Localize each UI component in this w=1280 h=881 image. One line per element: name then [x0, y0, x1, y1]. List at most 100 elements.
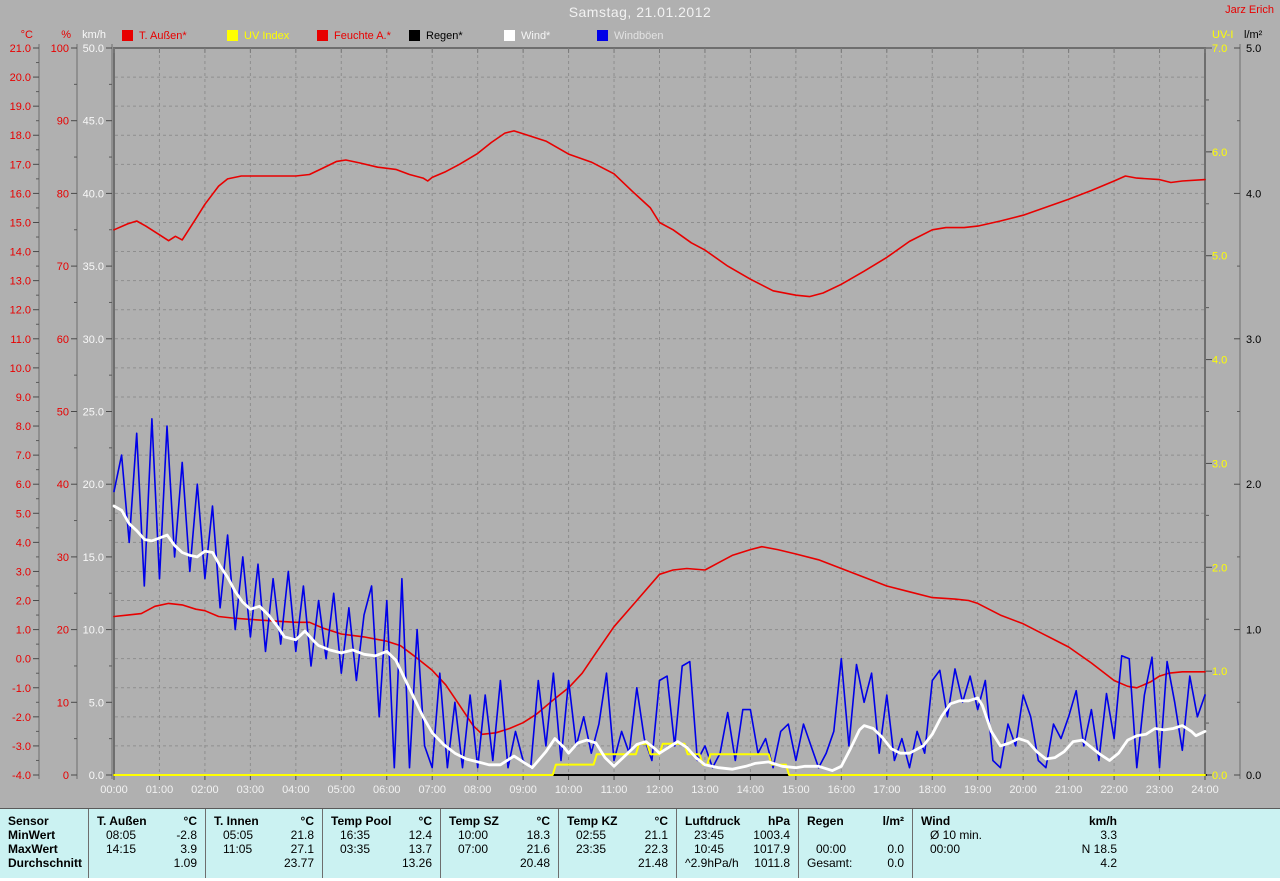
axis-label: km/h [82, 29, 106, 41]
column-unit: °C [654, 814, 668, 828]
axis-label: 24:00 [1191, 784, 1219, 796]
cell-time: 23:45 [694, 828, 725, 842]
legend-item-wind: Wind* [504, 29, 550, 42]
cell-time: 14:15 [106, 842, 137, 856]
legend-swatch-icon [227, 30, 238, 41]
axis-label: 16:00 [828, 784, 856, 796]
axis-label: 20.0 [10, 72, 31, 84]
axis-label: 20 [57, 625, 69, 637]
cell-value: 1017.9 [753, 842, 790, 856]
table-column-tinnen: T. Innen °C 05:05 21.8 11:05 27.1 23.77 [205, 809, 322, 878]
axis-label: 3.0 [1246, 334, 1261, 346]
axis-label: 19.0 [10, 101, 31, 113]
chart-legend: T. Außen* UV Index Feuchte A.* Regen* Wind* W… [0, 29, 1280, 43]
column-name: Temp KZ [567, 814, 618, 828]
cell-value: 22.3 [644, 842, 668, 856]
temperature-curve [113, 545, 1206, 736]
axis-label: 70 [57, 261, 69, 273]
axis-label: 90 [57, 116, 69, 128]
axis-label: 03:00 [237, 784, 265, 796]
cell-time: Gesamt: [807, 856, 853, 870]
legend-item-uvindex: UV Index [227, 29, 289, 42]
axis-label: 12.0 [10, 305, 31, 317]
axis-label: 23:00 [1146, 784, 1174, 796]
axis-label: 3.0 [1212, 458, 1227, 470]
axis-label: 17:00 [873, 784, 901, 796]
axis-label: 5.0 [89, 697, 104, 709]
axis-label: 05:00 [328, 784, 356, 796]
cell-time: 02:55 [576, 828, 607, 842]
cell-value: 13.7 [408, 842, 432, 856]
axis-label: 80 [57, 188, 69, 200]
weather-chart-svg: °C 21.0 20.0 19.0 18.0 17.0 16.0 15.0 14.0 13.0 12… [10, 29, 1263, 796]
page-title: Samstag, 21.01.2012 [568, 4, 712, 20]
legend-swatch-icon [504, 30, 515, 41]
cell-time: ^2.9hPa/h [685, 856, 739, 870]
axis-uv: UV-I 7.0 6.0 5.0 4.0 3.0 2.0 1.0 0.0 [1206, 29, 1233, 782]
cell-value: 13.26 [401, 856, 432, 870]
cell-time: Ø 10 min. [930, 828, 983, 842]
cell-value: 27.1 [290, 842, 314, 856]
axis-label: 1.0 [1246, 625, 1261, 637]
axis-label: 7.0 [16, 450, 31, 462]
axis-label: 20:00 [1009, 784, 1037, 796]
cell-time [799, 828, 816, 842]
cell-value: 0.0 [887, 856, 904, 870]
axis-label: 15.0 [10, 217, 31, 229]
cell-time [913, 856, 930, 870]
column-unit: hPa [767, 814, 790, 828]
row-label: Durchschnitt [8, 856, 83, 870]
cell-time: 07:00 [458, 842, 489, 856]
axis-label: 09:00 [509, 784, 537, 796]
cell-time [89, 856, 106, 870]
legend-item-windben: Windböen [597, 29, 664, 42]
axis-label: 40.0 [83, 188, 104, 200]
cell-value: 3.3 [1100, 828, 1117, 842]
axis-label: 10:00 [555, 784, 583, 796]
column-name: Wind [921, 814, 951, 828]
axis-label: -1.0 [12, 683, 31, 695]
column-unit: °C [183, 814, 197, 828]
axis-label: 7.0 [1212, 43, 1227, 55]
legend-label: UV Index [244, 29, 290, 42]
legend-label: Windböen [614, 29, 664, 42]
axis-label: 50.0 [83, 43, 104, 55]
axis-label: 0.0 [1212, 770, 1227, 782]
cell-time: 05:05 [223, 828, 254, 842]
axis-label: 6.0 [1212, 147, 1227, 159]
cell-time: 10:45 [694, 842, 725, 856]
axis-label: 5.0 [1246, 43, 1261, 55]
cell-value: 23.77 [283, 856, 314, 870]
axis-label: 0.0 [89, 770, 104, 782]
axis-label: °C [21, 29, 33, 41]
bottom-strip [0, 878, 1280, 881]
legend-label: Regen* [426, 29, 463, 42]
axis-label: 15.0 [83, 552, 104, 564]
axis-label: 40 [57, 479, 69, 491]
axis-label: 14:00 [737, 784, 765, 796]
axis-label: 45.0 [83, 116, 104, 128]
axis-label: % [61, 29, 71, 41]
axis-label: -2.0 [12, 712, 31, 724]
axis-label: 35.0 [83, 261, 104, 273]
author-label: Jarz Erich [1225, 4, 1274, 16]
legend-item-tauen: T. Außen* [122, 29, 187, 42]
axis-label: 21.0 [10, 43, 31, 55]
axis-label: 0.0 [16, 654, 31, 666]
axis-label: 14.0 [10, 247, 31, 259]
cell-time [323, 856, 340, 870]
axis-C: °C 21.0 20.0 19.0 18.0 17.0 16.0 15.0 14.0 13.0 12… [10, 29, 40, 782]
axis-label: 07:00 [418, 784, 446, 796]
axis-kmh: km/h 50.0 45.0 40.0 35.0 30.0 25.0 20.0 15.0 10.0… [82, 29, 113, 782]
axis-label: 04:00 [282, 784, 310, 796]
cell-time [206, 856, 223, 870]
axis-label: 10 [57, 697, 69, 709]
axis-lm2: l/m² 5.0 4.0 3.0 2.0 1.0 0.0 [1234, 29, 1263, 782]
cell-time [441, 856, 458, 870]
axis-label: 00:00 [100, 784, 128, 796]
legend-label: T. Außen* [139, 29, 187, 42]
table-column-regen: Regen l/m² 00:00 0.0 Gesamt: 0.0 [798, 809, 912, 878]
axis-label: 25.0 [83, 407, 104, 419]
table-column-tempkz: Temp KZ °C 02:55 21.1 23:35 22.3 21.48 [558, 809, 676, 878]
column-unit: °C [418, 814, 432, 828]
